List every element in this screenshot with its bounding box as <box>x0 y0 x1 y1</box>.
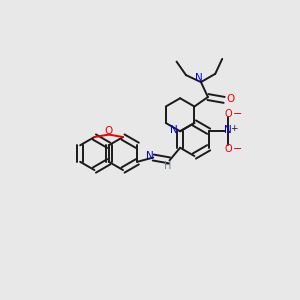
Text: N: N <box>224 125 232 135</box>
Text: O: O <box>226 94 235 104</box>
Text: H: H <box>164 161 172 171</box>
Text: N: N <box>146 151 154 161</box>
Text: −: − <box>233 109 242 118</box>
Text: −: − <box>233 144 242 154</box>
Text: N: N <box>195 74 203 83</box>
Text: +: + <box>230 124 237 133</box>
Text: O: O <box>224 109 232 118</box>
Text: O: O <box>105 126 113 136</box>
Text: O: O <box>224 144 232 154</box>
Text: N: N <box>170 125 178 135</box>
